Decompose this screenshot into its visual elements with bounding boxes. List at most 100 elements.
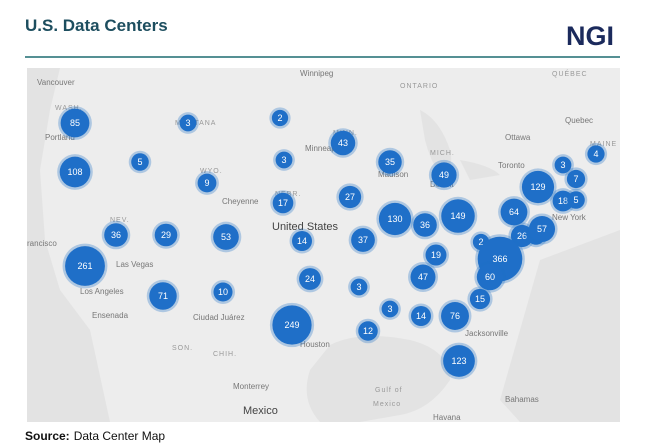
place-label: Las Vegas <box>116 260 153 269</box>
place-label: Houston <box>300 340 330 349</box>
cluster-count: 19 <box>431 250 441 260</box>
place-label: MICH. <box>430 150 455 157</box>
cluster-count: 36 <box>111 230 121 240</box>
cluster-count: 15 <box>475 294 485 304</box>
place-label: Gulf of <box>375 387 403 394</box>
place-label: Havana <box>433 413 461 422</box>
map: Vancouver Winnipeg ONTARIO QUÉBEC WASH. Portl… <box>27 68 620 422</box>
cluster <box>65 246 105 286</box>
cluster <box>521 170 555 204</box>
place-label: NEV. <box>110 217 130 224</box>
place-label: rancisco <box>27 239 57 248</box>
cluster-count: 35 <box>385 157 395 167</box>
ocean <box>27 68 110 422</box>
place-label: Minneapolis <box>305 144 348 153</box>
cluster-count: 14 <box>297 236 307 246</box>
cluster <box>104 223 128 247</box>
cluster <box>213 224 239 250</box>
place-label: Ottawa <box>505 133 531 142</box>
place-label: Los Angeles <box>80 287 124 296</box>
cluster <box>351 228 375 252</box>
cluster <box>338 185 362 209</box>
cluster-count: 14 <box>416 311 426 321</box>
place-label: Mexico <box>243 405 278 417</box>
cluster <box>149 282 177 310</box>
place-label: Vancouver <box>37 78 75 87</box>
cluster-count: 249 <box>284 320 299 330</box>
place-label: Bahamas <box>505 395 539 404</box>
cluster <box>413 213 437 237</box>
cluster <box>431 162 457 188</box>
gulf <box>306 336 450 422</box>
cluster <box>299 268 321 290</box>
cluster <box>510 224 534 248</box>
source-key: Source: <box>25 429 70 443</box>
cluster <box>441 302 469 330</box>
cluster-count: 10 <box>218 287 228 297</box>
place-label: New York <box>552 213 587 222</box>
cluster-count: 4 <box>593 149 598 159</box>
place-label: CHIH. <box>213 351 237 358</box>
cluster-count: 7 <box>573 174 578 184</box>
cluster-count: 12 <box>363 326 373 336</box>
cluster-count: 108 <box>67 167 82 177</box>
cluster <box>410 264 436 290</box>
cluster-count: 24 <box>305 274 315 284</box>
cluster <box>292 231 312 251</box>
place-label: United States <box>272 221 339 233</box>
place-label: Madison <box>378 170 408 179</box>
cluster-count: 18 <box>558 196 568 206</box>
cluster-count: 130 <box>387 214 402 224</box>
place-label: SON. <box>172 345 193 352</box>
cluster <box>587 145 605 163</box>
cluster <box>528 215 556 243</box>
place-label: Ensenada <box>92 311 129 320</box>
place-label: Toronto <box>498 161 525 170</box>
cluster-count: 57 <box>537 224 547 234</box>
cluster <box>425 244 447 266</box>
cluster-count: 261 <box>77 261 92 271</box>
place-label: ONTARIO <box>400 83 438 90</box>
cluster-count: 36 <box>420 220 430 230</box>
cluster <box>381 300 399 318</box>
cluster <box>350 278 368 296</box>
cluster-count: 49 <box>439 170 449 180</box>
cluster-count: 27 <box>345 192 355 202</box>
place-label: Winnipeg <box>300 69 333 78</box>
cluster-count: 64 <box>509 207 519 217</box>
cluster-count: 29 <box>161 230 171 240</box>
cluster-count: 76 <box>450 311 460 321</box>
place-label: Monterrey <box>233 382 269 391</box>
cluster <box>272 305 312 345</box>
place-label: Mexico <box>373 401 401 408</box>
cluster-count: 149 <box>450 211 465 221</box>
cluster <box>275 151 293 169</box>
cluster <box>60 108 90 138</box>
cluster <box>500 198 528 226</box>
cluster <box>179 114 197 132</box>
cluster <box>552 190 574 212</box>
cluster <box>272 192 294 214</box>
cluster <box>358 321 378 341</box>
source-text: Data Center Map <box>74 429 166 443</box>
place-label: Jacksonville <box>465 329 509 338</box>
cluster-count: 26 <box>517 231 527 241</box>
cluster <box>567 191 585 209</box>
cluster <box>213 282 233 302</box>
cluster-count: 60 <box>485 272 495 282</box>
cluster-count: 366 <box>492 254 507 264</box>
place-label: Ciudad Juárez <box>193 313 245 322</box>
cluster <box>411 306 431 326</box>
cluster-count: 85 <box>70 118 80 128</box>
cluster <box>378 202 412 236</box>
cluster <box>330 130 356 156</box>
cluster <box>441 199 475 233</box>
cluster-count: 2 <box>478 237 483 247</box>
cluster <box>131 153 149 171</box>
cluster-count: 9 <box>204 178 209 188</box>
place-label: Quebec <box>565 116 593 125</box>
cluster-count: 129 <box>530 182 545 192</box>
atlantic <box>500 230 620 422</box>
cluster <box>378 150 402 174</box>
